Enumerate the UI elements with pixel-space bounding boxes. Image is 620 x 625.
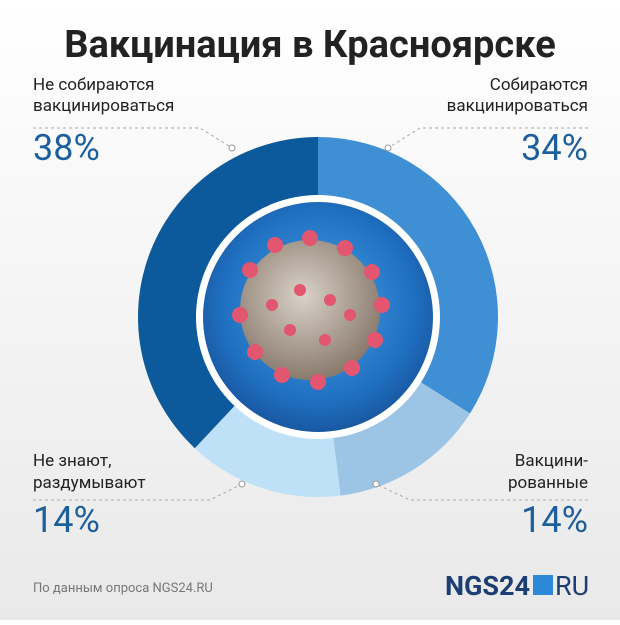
- slice-label: рованные: [508, 473, 588, 493]
- logo-square: [533, 575, 553, 595]
- leaders: [33, 127, 588, 501]
- slice-label: раздумывают: [33, 473, 146, 493]
- value-label: 38%: [33, 127, 100, 169]
- slice-label: Собираются: [490, 75, 588, 95]
- slice-label: Вакцини-: [515, 451, 589, 471]
- slice-label: вакцинироваться: [33, 96, 174, 116]
- slice-label: вакцинироваться: [447, 96, 588, 116]
- slice-label: Не знают,: [33, 451, 111, 471]
- logo-ru: RU: [555, 570, 589, 602]
- chart-title: Вакцинация в Красноярске: [64, 23, 556, 67]
- slice-label: Не собираются: [33, 75, 154, 95]
- value-label: 14%: [33, 499, 100, 541]
- source: По данным опроса NGS24.RU: [33, 581, 213, 596]
- value-label: 34%: [521, 127, 588, 169]
- value-label: 14%: [521, 499, 588, 541]
- logo-main: NGS24: [445, 570, 530, 602]
- leader-dots: [228, 144, 392, 488]
- center-image: [196, 195, 440, 439]
